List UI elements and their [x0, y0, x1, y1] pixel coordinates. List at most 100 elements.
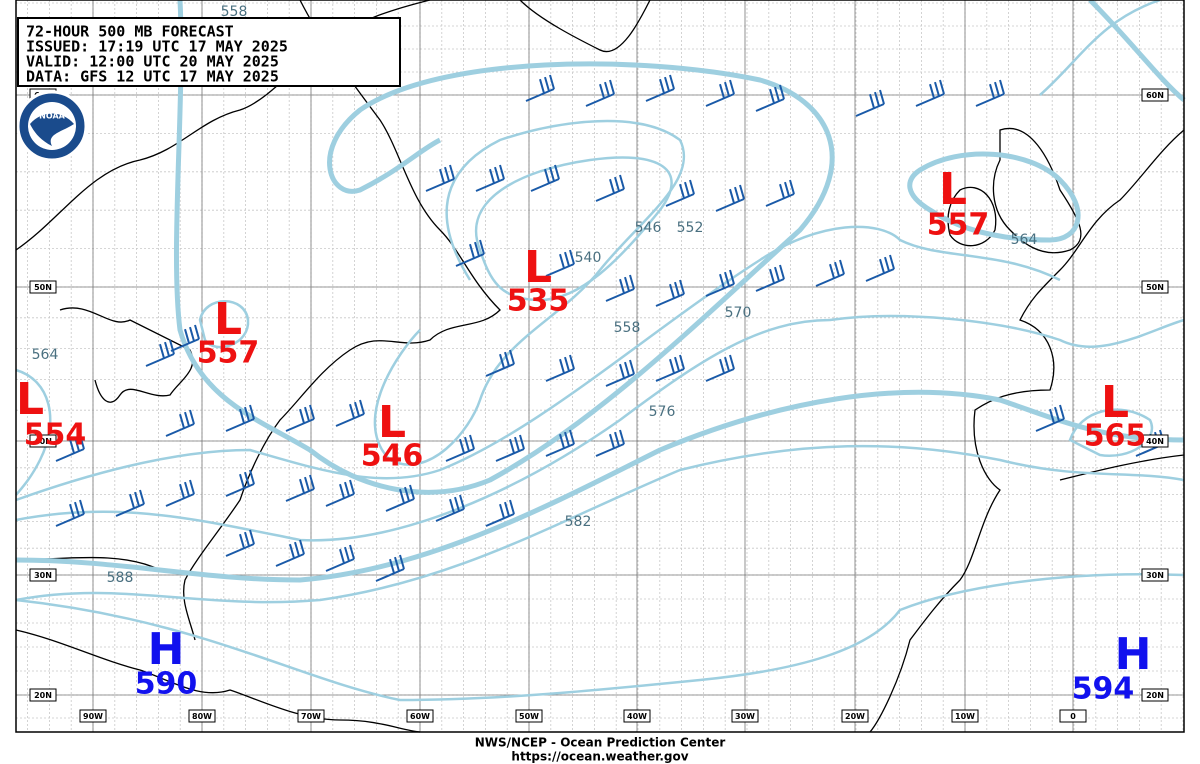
lat-label: 40N — [34, 437, 52, 446]
barb-feather — [294, 541, 300, 557]
barb-feather — [169, 339, 175, 355]
barb-feather — [724, 81, 730, 97]
system-value: 557 — [927, 208, 990, 243]
lon-label: 60W — [410, 712, 430, 721]
contour-line — [15, 368, 52, 496]
barb-feather — [564, 356, 570, 372]
system-letter: H — [1115, 629, 1152, 680]
barb-feather — [69, 503, 75, 519]
barb-feather — [194, 324, 200, 340]
barb-feather — [519, 434, 525, 450]
contour-label: 552 — [677, 220, 704, 236]
lat-label-box — [29, 280, 57, 294]
contour-line — [173, 0, 835, 495]
barb-feather — [739, 184, 745, 200]
map-frame — [15, 0, 1185, 733]
barb-feather — [69, 438, 75, 454]
barb-feather — [79, 434, 85, 450]
barb-feather — [669, 283, 675, 299]
contour-label: 546 — [635, 220, 662, 236]
barb-feather — [349, 544, 355, 560]
barb-feather — [774, 86, 780, 102]
barb-feather — [499, 503, 505, 519]
barb-feather — [299, 478, 305, 494]
barb-feather — [189, 326, 195, 342]
britain — [992, 127, 1082, 254]
lat-label: 20N — [1146, 691, 1164, 700]
contour-line — [15, 389, 1185, 583]
barb-feather — [834, 261, 840, 277]
contour-label: 582 — [565, 514, 592, 530]
barb-feather — [769, 88, 775, 104]
barb-feather — [874, 91, 880, 107]
coastline — [1059, 454, 1185, 481]
lon-label-box — [188, 709, 216, 723]
system-value: 590 — [135, 667, 198, 702]
lat-label: 30N — [34, 571, 52, 580]
barb-feather — [239, 533, 245, 549]
barb-feather — [569, 354, 575, 370]
barb-feather — [559, 253, 565, 269]
barb-feather — [624, 361, 630, 377]
barb-feather — [724, 356, 730, 372]
barb-feather — [184, 411, 190, 427]
lat-label-box — [1141, 280, 1169, 294]
lon-label-box — [841, 709, 869, 723]
lon-label: 10W — [955, 712, 975, 721]
wind-barbs — [55, 74, 1165, 582]
barb-feather — [669, 358, 675, 374]
barb-feather — [839, 259, 845, 275]
noaa-logo: NOAA — [16, 90, 88, 162]
barb-feather — [189, 479, 195, 495]
contour-line — [1068, 408, 1154, 458]
lon-label-box — [1059, 709, 1087, 723]
barb-feather — [789, 179, 795, 195]
logo-bird — [30, 113, 74, 146]
barb-feather — [684, 181, 690, 197]
barb-feather — [244, 406, 250, 422]
barb-feather — [779, 183, 785, 199]
barb-feather — [729, 354, 735, 370]
barb-feather — [679, 183, 685, 199]
barb-feather — [564, 251, 570, 267]
system-value: 554 — [24, 418, 87, 453]
lat-label-box — [1141, 568, 1169, 582]
barb-feather — [74, 501, 80, 517]
barb-feather — [349, 403, 355, 419]
barb-feather — [184, 328, 190, 344]
system-letter: L — [524, 242, 552, 293]
lat-label: 30N — [1146, 571, 1164, 580]
barb-feather — [674, 281, 680, 297]
barb-feather — [569, 429, 575, 445]
barb-feather — [729, 269, 735, 285]
barb-feather — [629, 359, 635, 375]
barb-feather — [779, 84, 785, 100]
contour-line — [15, 444, 1185, 604]
barb-feather — [504, 501, 510, 517]
barb-feather — [474, 241, 480, 257]
lat-label: 20N — [34, 691, 52, 700]
lon-label: 40W — [627, 712, 647, 721]
barb-feather — [159, 343, 165, 359]
contour-label: 558 — [221, 4, 248, 20]
barb-feather — [569, 249, 575, 265]
lon-label: 80W — [192, 712, 212, 721]
system-letter: L — [16, 374, 44, 425]
header-box — [17, 17, 401, 87]
barb-feather — [619, 278, 625, 294]
barb-feather — [609, 178, 615, 194]
lon-label-box — [623, 709, 651, 723]
barb-feather — [139, 489, 145, 505]
barb-feather — [404, 486, 410, 502]
barb-feather — [244, 531, 250, 547]
lat-label: 50N — [1146, 283, 1164, 292]
barb-feather — [559, 433, 565, 449]
barb-feather — [929, 83, 935, 99]
lon-label-box — [731, 709, 759, 723]
lon-label-box — [406, 709, 434, 723]
contour-line — [474, 156, 673, 302]
system-value: 535 — [507, 284, 570, 319]
system-letter: L — [378, 397, 406, 448]
barb-feather — [659, 78, 665, 94]
barb-feather — [774, 266, 780, 282]
